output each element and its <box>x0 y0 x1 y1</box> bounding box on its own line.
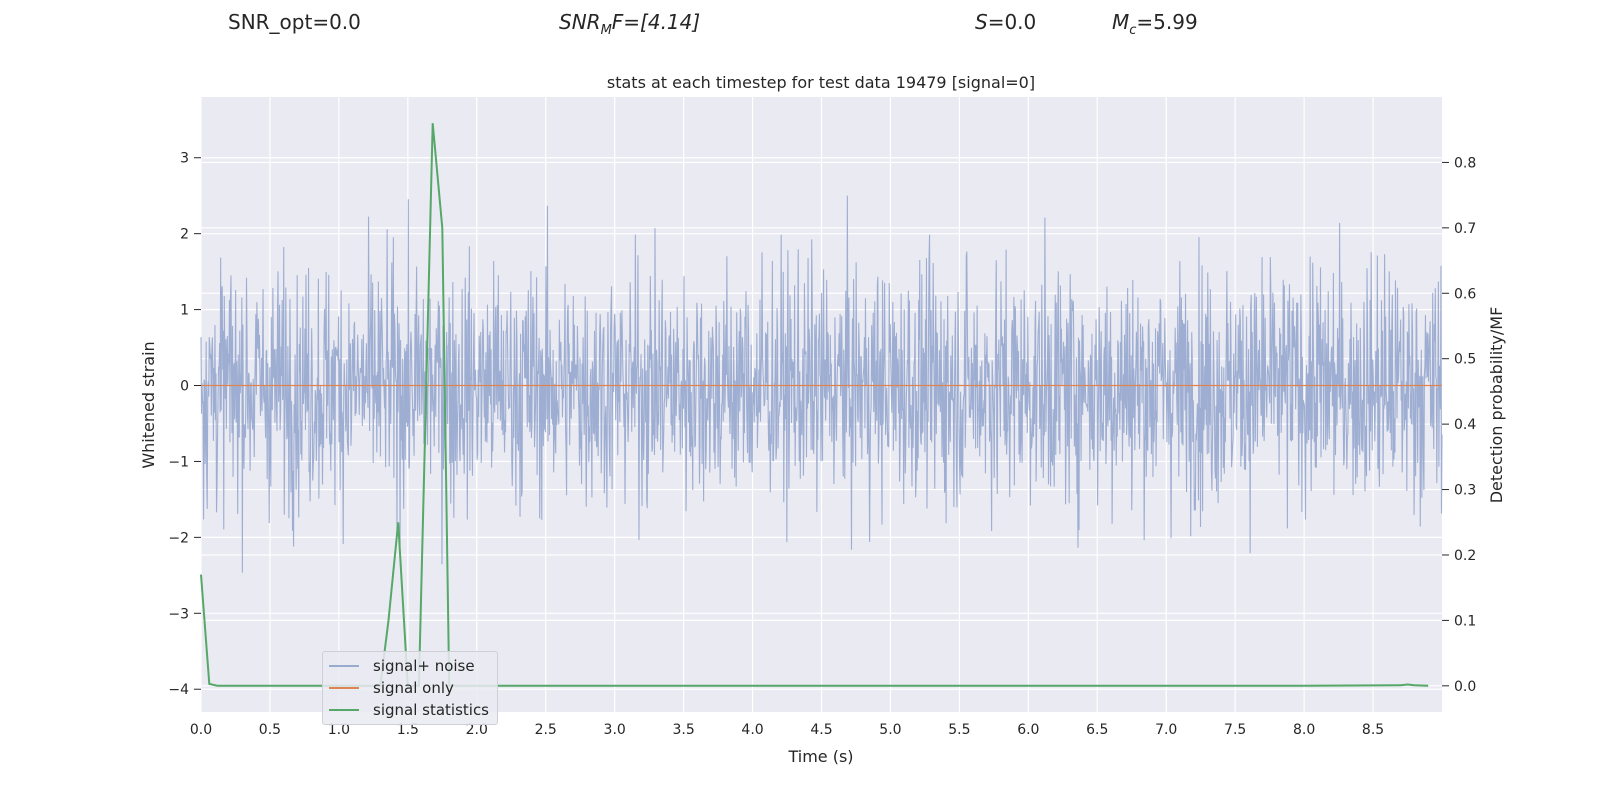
x-tick-label: 6.5 <box>1086 722 1108 738</box>
legend-swatch-noise <box>329 665 359 667</box>
x-tick-label: 2.0 <box>466 722 488 738</box>
legend-label-signal-only: signal only <box>373 679 454 697</box>
y-tick-label-right: 0.4 <box>1454 417 1476 433</box>
y-tick-label-right: 0.7 <box>1454 221 1476 237</box>
x-tick-label: 3.5 <box>672 722 694 738</box>
x-tick-label: 7.5 <box>1224 722 1246 738</box>
y-axis-label-left: Whitened strain <box>139 341 158 468</box>
y-tick-label-left: 2 <box>180 227 189 243</box>
legend-item-noise: signal+ noise <box>329 656 475 676</box>
y-tick-label-left: −3 <box>168 606 189 622</box>
legend-item-signal-only: signal only <box>329 678 454 698</box>
y-tick-label-right: 0.0 <box>1454 679 1476 695</box>
legend-swatch-statistics <box>329 709 359 711</box>
x-tick-label: 5.0 <box>879 722 901 738</box>
statistics-series <box>200 123 1429 687</box>
x-tick-label: 7.0 <box>1155 722 1177 738</box>
x-tick-label: 0.0 <box>190 722 212 738</box>
x-tick-label: 5.5 <box>948 722 970 738</box>
x-tick-label: 8.5 <box>1362 722 1384 738</box>
x-tick-label: 6.0 <box>1017 722 1039 738</box>
y-tick-label-right: 0.2 <box>1454 548 1476 564</box>
statistics-line <box>200 123 1429 687</box>
x-tick-label: 4.0 <box>741 722 763 738</box>
y-tick-label-left: −1 <box>168 454 189 470</box>
y-tick-label-right: 0.5 <box>1454 352 1476 368</box>
y-tick-label-right: 0.8 <box>1454 155 1476 171</box>
y-tick-label-right: 0.3 <box>1454 483 1476 499</box>
noise-series <box>200 195 1443 573</box>
x-tick-label: 8.0 <box>1293 722 1315 738</box>
y-tick-label-left: −4 <box>168 682 189 698</box>
y-tick-label-left: −2 <box>168 530 189 546</box>
y-tick-label-left: 3 <box>180 151 189 167</box>
mc-label: Mc=5.99 <box>1112 10 1198 38</box>
y-tick-label-left: 1 <box>180 303 189 319</box>
x-axis-label: Time (s) <box>787 747 853 766</box>
x-tick-label: 1.5 <box>397 722 419 738</box>
legend-label-noise: signal+ noise <box>373 657 475 675</box>
axis-ticks: 0.0 0.5 1.0 1.5 2.0 2.5 3.0 3.5 4.0 4.5 5.0 5.5 6.0 6… <box>168 151 1476 738</box>
s-label: S=0.0 <box>975 10 1037 34</box>
legend-item-statistics: signal statistics <box>329 700 489 720</box>
y-tick-label-right: 0.6 <box>1454 286 1476 302</box>
x-tick-label: 1.0 <box>328 722 350 738</box>
legend-label-statistics: signal statistics <box>373 701 490 719</box>
x-tick-label: 4.5 <box>810 722 832 738</box>
snr-mf-label: SNRMF=[4.14] <box>559 10 701 38</box>
chart-title: stats at each timestep for test data 194… <box>607 73 1035 92</box>
noise-line <box>200 195 1443 573</box>
y-axis-label-right: Detection probability/MF <box>1487 307 1506 504</box>
x-tick-label: 0.5 <box>259 722 281 738</box>
y-tick-label-right: 0.1 <box>1454 613 1476 629</box>
x-tick-label: 3.0 <box>604 722 626 738</box>
x-tick-label: 2.5 <box>535 722 557 738</box>
snr-opt-label: SNR_opt=0.0 <box>228 10 361 34</box>
chart-legend: signal+ noise signal only signal statist… <box>322 651 498 725</box>
y-tick-label-left: 0 <box>180 379 189 395</box>
legend-swatch-signal-only <box>329 687 359 689</box>
